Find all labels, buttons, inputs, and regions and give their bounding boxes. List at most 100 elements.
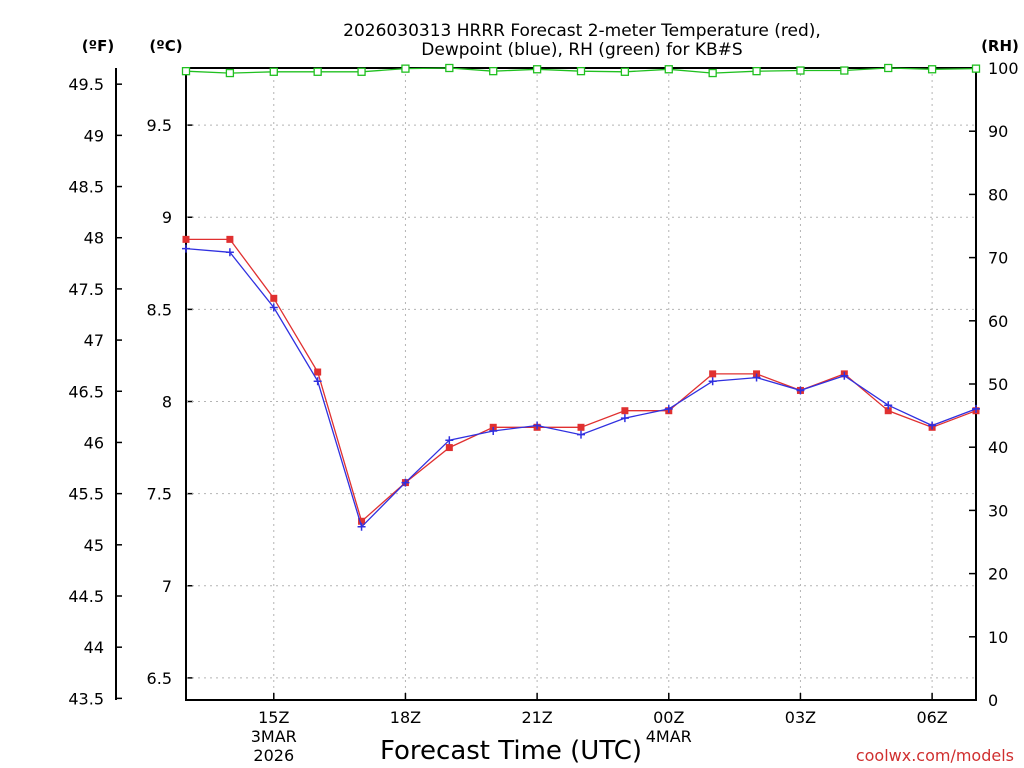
rh-point [971,64,981,73]
temperature-point [709,370,717,378]
rh-point [445,63,454,73]
dewpoint-point [577,430,585,439]
title-line-2: Dewpoint (blue), RH (green) for KB#S [421,40,742,60]
rh-point [752,67,761,76]
dewpoint-point [489,426,498,435]
dewpoint-point [884,401,893,410]
rh-tick-label: 100 [988,59,1019,78]
rh-tick-label: 30 [988,501,1008,520]
rh-point [181,67,191,76]
rh-point [927,65,937,74]
celsius-axis-unit: (ºC) [149,37,182,55]
dewpoint-point [796,386,805,395]
rh-point [313,67,322,76]
rh-point [401,64,410,73]
fahrenheit-tick-label: 45.5 [68,485,104,504]
x-tick-label: 03Z [785,708,816,727]
celsius-axis-ticks: 6.5 7 7.5 8 8.5 9 9.5 [147,116,193,688]
rh-point [884,63,893,73]
fahrenheit-tick-label: 43.5 [68,689,104,708]
temperature-line [186,238,977,523]
rh-point [225,68,235,78]
rh-point [489,67,498,76]
rh-axis-ticks: 0 10 20 30 40 50 60 70 80 90 100 [969,59,1019,710]
fahrenheit-tick-label: 47.5 [68,280,104,299]
rh-tick-label: 50 [988,375,1008,394]
fahrenheit-tick-label: 44 [84,638,104,657]
temperature-series [182,235,980,525]
dewpoint-point [401,478,410,487]
x-tick-label: 21Z [521,708,552,727]
celsius-tick-label: 9 [162,208,172,227]
rh-point [620,67,630,76]
dewpoint-point [752,373,761,382]
dewpoint-point [620,414,629,423]
rh-tick-label: 60 [988,312,1008,331]
dewpoint-line [185,247,977,529]
rh-point [269,67,278,76]
dewpoint-point [664,404,673,413]
fahrenheit-tick-label: 47 [84,331,104,350]
rh-point [708,68,717,78]
rh-point [357,67,366,76]
rh-point [664,65,673,74]
dewpoint-point [225,248,234,257]
series-layer [181,63,981,531]
rh-tick-label: 40 [988,438,1008,457]
celsius-tick-label: 7.5 [147,485,172,504]
fahrenheit-tick-label: 48.5 [68,178,104,197]
fahrenheit-tick-label: 48 [84,229,104,248]
dewpoint-point [840,371,849,380]
fahrenheit-axis-ticks: 43.5 44 44.5 45 45.5 46 46.5 47 47.5 48 48.5 49 49.5 [68,75,122,708]
fahrenheit-axis-unit: (ºF) [82,37,114,55]
dewpoint-point [972,404,980,413]
celsius-tick-label: 8 [162,393,172,412]
credit-text: coolwx.com/models [856,746,1014,765]
fahrenheit-tick-label: 49.5 [68,75,104,94]
celsius-tick-label: 6.5 [147,669,172,688]
x-tick-label: 18Z [390,708,421,727]
fahrenheit-tick-label: 46 [84,433,104,452]
rh-point [840,66,849,75]
fahrenheit-tick-label: 46.5 [68,382,104,401]
dewpoint-point [313,377,322,386]
rh-point [532,65,542,74]
temperature-point [577,423,585,431]
temperature-point [270,294,278,302]
dewpoint-point [269,303,278,312]
rh-axis-unit: (RH) [981,37,1019,55]
rh-series [181,63,981,78]
x-axis-label: Forecast Time (UTC) [380,736,642,766]
x-tick-label: 06Z [916,708,947,727]
rh-tick-label: 80 [988,185,1008,204]
dewpoint-point [445,436,454,445]
dewpoint-point [928,421,937,430]
rh-tick-label: 10 [988,628,1008,647]
chart-title: 2026030313 HRRR Forecast 2-meter Tempera… [343,21,821,60]
temperature-point [445,444,453,452]
dewpoint-point [357,522,366,531]
rh-point [576,67,586,76]
dewpoint-point [182,244,190,253]
temperature-point [621,407,629,415]
rh-tick-label: 0 [988,691,998,710]
x-tick-sublabel: 3MAR [251,727,297,746]
dewpoint-series [182,244,980,531]
x-tick-label: 00Z [653,708,684,727]
dewpoint-point [708,377,717,386]
rh-tick-label: 20 [988,565,1008,584]
celsius-tick-label: 8.5 [147,300,172,319]
temperature-point [358,517,366,525]
celsius-tick-label: 7 [162,577,172,596]
dewpoint-point [533,421,542,430]
fahrenheit-tick-label: 45 [84,536,104,555]
fahrenheit-tick-label: 49 [84,126,104,145]
title-line-1: 2026030313 HRRR Forecast 2-meter Tempera… [343,21,821,41]
x-tick-sublabel: 2026 [253,746,294,765]
rh-tick-label: 90 [988,122,1008,141]
rh-tick-label: 70 [988,249,1008,268]
temperature-point [314,368,322,376]
fahrenheit-tick-label: 44.5 [68,587,104,606]
